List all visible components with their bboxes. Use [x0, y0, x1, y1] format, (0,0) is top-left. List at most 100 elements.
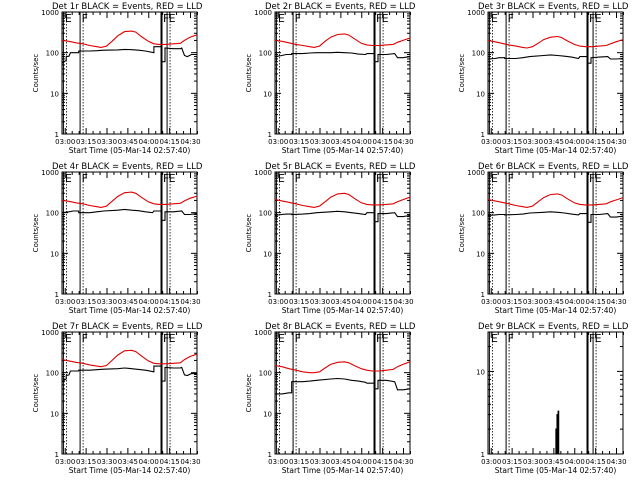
y-tick-label: 10: [50, 250, 59, 258]
marker-label-e: E: [382, 332, 389, 345]
chart-title: Det 9r BLACK = Events, RED = LLD: [478, 322, 629, 332]
y-axis-label: Counts/sec: [458, 54, 466, 93]
x-tick-label: 04:00: [139, 298, 159, 306]
x-tick-label: 03:15: [289, 458, 309, 466]
marker-label-e: E: [169, 12, 176, 25]
marker-label-f: F: [508, 172, 514, 185]
plot-frame: [487, 171, 624, 295]
x-tick-label: 03:30: [97, 138, 117, 146]
marker-label-e: E: [278, 332, 285, 345]
plot-frame: [61, 171, 198, 295]
series-line-lld: [61, 349, 198, 368]
x-tick-label: 03:15: [289, 298, 309, 306]
plot-frame: [61, 331, 198, 455]
y-tick-label: 10: [263, 410, 272, 418]
x-axis-label: Start Time (05-Mar-14 02:57:40): [282, 306, 404, 315]
marker-label-f: F: [163, 172, 169, 185]
plot-frame: [274, 171, 411, 295]
plot-frame: [487, 11, 624, 135]
y-tick-label: 10: [476, 368, 485, 376]
marker-label-e: E: [491, 12, 498, 25]
marker-label-e: E: [595, 12, 602, 25]
x-tick-label: 03:15: [76, 138, 96, 146]
x-tick-label: 03:45: [331, 458, 351, 466]
marker-label-e: E: [595, 172, 602, 185]
marker-label-f: F: [163, 12, 169, 25]
series-line-lld: [274, 33, 411, 48]
x-tick-label: 03:30: [523, 298, 543, 306]
chart-title: Det 5r BLACK = Events, RED = LLD: [265, 162, 416, 172]
x-tick-label: 03:30: [97, 298, 117, 306]
x-axis-label: Start Time (05-Mar-14 02:57:40): [69, 146, 191, 155]
marker-label-f: F: [82, 332, 88, 345]
marker-label-f: F: [82, 12, 88, 25]
y-tick-label: 10: [263, 90, 272, 98]
y-axis-label: Counts/sec: [32, 214, 40, 253]
x-tick-label: 03:15: [502, 298, 522, 306]
series-line-events: [487, 54, 624, 64]
x-axis-label: Start Time (05-Mar-14 02:57:40): [495, 146, 617, 155]
x-tick-label: 03:30: [310, 458, 330, 466]
y-tick-label: 1000: [467, 9, 485, 17]
marker-label-e: E: [595, 332, 602, 345]
y-tick-label: 10: [50, 90, 59, 98]
x-tick-label: 03:00: [55, 298, 75, 306]
x-tick-label: 03:15: [76, 298, 96, 306]
x-tick-label: 03:45: [331, 138, 351, 146]
series-line-lld: [61, 191, 198, 208]
x-tick-label: 03:00: [268, 458, 288, 466]
marker-label-e: E: [65, 332, 72, 345]
y-axis-label: Counts/sec: [245, 54, 253, 93]
series-line-events: [274, 210, 411, 223]
marker-label-f: F: [295, 172, 301, 185]
y-tick-label: 100: [259, 210, 272, 218]
series-line-lld: [487, 193, 624, 208]
chart-title: Det 6r BLACK = Events, RED = LLD: [478, 162, 629, 172]
series-line-lld: [274, 192, 411, 208]
y-tick-label: 1: [55, 451, 59, 459]
x-tick-label: 03:00: [481, 298, 501, 306]
x-tick-label: 04:00: [139, 458, 159, 466]
y-tick-label: 1000: [41, 169, 59, 177]
y-tick-label: 1000: [254, 9, 272, 17]
x-tick-label: 03:45: [118, 458, 138, 466]
x-tick-label: 04:15: [586, 138, 606, 146]
marker-label-e: E: [169, 332, 176, 345]
marker-label-e: E: [278, 12, 285, 25]
marker-label-f: F: [82, 172, 88, 185]
chart-title: Det 7r BLACK = Events, RED = LLD: [52, 322, 203, 332]
x-tick-label: 04:15: [373, 138, 393, 146]
y-tick-label: 1000: [467, 169, 485, 177]
series-line-events: [61, 208, 198, 221]
y-tick-label: 100: [472, 50, 485, 58]
marker-label-e: E: [169, 172, 176, 185]
y-tick-label: 1000: [254, 329, 272, 337]
y-tick-label: 1: [55, 131, 59, 139]
x-tick-label: 03:00: [268, 298, 288, 306]
y-tick-label: 1: [481, 451, 485, 459]
chart-title: Det 1r BLACK = Events, RED = LLD: [52, 2, 203, 12]
x-tick-label: 04:15: [160, 298, 180, 306]
x-tick-label: 04:30: [393, 138, 413, 146]
x-tick-label: 04:30: [606, 298, 626, 306]
x-tick-label: 03:30: [310, 298, 330, 306]
x-tick-label: 03:00: [268, 138, 288, 146]
series-line-events: [555, 410, 560, 455]
plot-frame: [274, 11, 411, 135]
marker-label-f: F: [508, 12, 514, 25]
x-tick-label: 04:00: [352, 458, 372, 466]
x-axis-label: Start Time (05-Mar-14 02:57:40): [282, 466, 404, 475]
y-tick-label: 1000: [41, 9, 59, 17]
x-tick-label: 04:30: [393, 298, 413, 306]
x-tick-label: 04:30: [393, 458, 413, 466]
x-tick-label: 04:00: [352, 138, 372, 146]
marker-label-e: E: [382, 172, 389, 185]
x-tick-label: 04:30: [180, 458, 200, 466]
series-line-events: [275, 377, 411, 395]
